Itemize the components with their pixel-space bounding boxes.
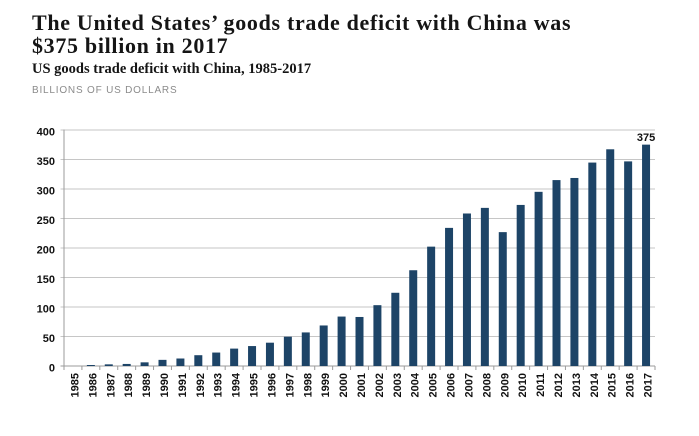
svg-text:1993: 1993 (213, 373, 225, 397)
svg-text:1991: 1991 (177, 373, 189, 397)
svg-text:2006: 2006 (446, 373, 458, 397)
svg-text:2007: 2007 (463, 373, 475, 397)
svg-text:2010: 2010 (517, 373, 529, 397)
svg-text:1999: 1999 (320, 373, 332, 397)
svg-text:0: 0 (49, 362, 55, 374)
svg-text:1994: 1994 (231, 372, 243, 397)
svg-text:1995: 1995 (249, 373, 261, 397)
svg-text:350: 350 (37, 156, 55, 168)
svg-text:200: 200 (37, 244, 55, 256)
svg-text:2008: 2008 (481, 373, 493, 397)
svg-text:2000: 2000 (338, 373, 350, 397)
svg-text:1986: 1986 (87, 373, 99, 397)
svg-text:1988: 1988 (123, 373, 135, 397)
svg-text:2017: 2017 (643, 373, 655, 397)
svg-text:150: 150 (37, 274, 55, 286)
svg-text:1996: 1996 (266, 373, 278, 397)
svg-text:2012: 2012 (553, 373, 565, 397)
svg-text:1992: 1992 (195, 373, 207, 397)
svg-text:2005: 2005 (428, 373, 440, 397)
svg-text:2016: 2016 (625, 373, 637, 397)
svg-text:375: 375 (637, 132, 655, 144)
svg-text:1998: 1998 (302, 373, 314, 397)
svg-text:2014: 2014 (589, 372, 601, 397)
svg-text:2011: 2011 (535, 373, 547, 397)
svg-text:250: 250 (37, 215, 55, 227)
svg-text:2013: 2013 (571, 373, 583, 397)
svg-text:100: 100 (37, 303, 55, 315)
svg-text:2004: 2004 (410, 372, 422, 397)
svg-text:2001: 2001 (356, 373, 368, 397)
svg-text:50: 50 (43, 333, 55, 345)
svg-text:1997: 1997 (284, 373, 296, 397)
svg-text:2015: 2015 (607, 373, 619, 397)
svg-text:1989: 1989 (141, 373, 153, 397)
svg-text:1985: 1985 (69, 373, 81, 397)
svg-text:400: 400 (37, 126, 55, 138)
svg-text:2002: 2002 (374, 373, 386, 397)
svg-text:1990: 1990 (159, 373, 171, 397)
svg-text:2009: 2009 (499, 373, 511, 397)
svg-text:1987: 1987 (105, 373, 117, 397)
svg-text:2003: 2003 (392, 373, 404, 397)
svg-text:300: 300 (37, 185, 55, 197)
